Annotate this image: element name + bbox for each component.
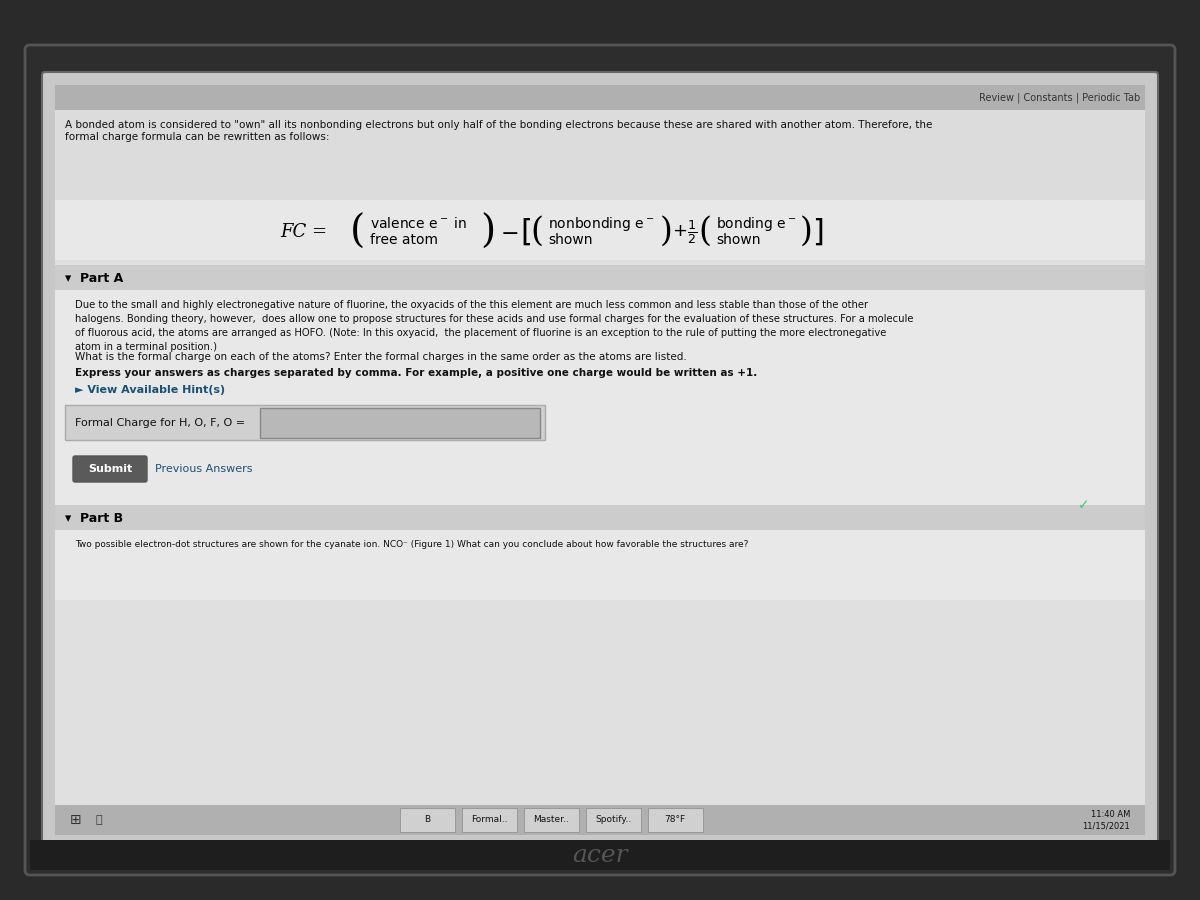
Text: Submit: Submit xyxy=(88,464,132,474)
Text: bonding e$^-$: bonding e$^-$ xyxy=(716,215,797,233)
Bar xyxy=(55,290,1145,600)
Text: Review | Constants | Periodic Tab: Review | Constants | Periodic Tab xyxy=(979,93,1140,104)
Bar xyxy=(30,840,1170,870)
FancyBboxPatch shape xyxy=(42,72,1158,848)
Bar xyxy=(648,808,703,832)
Text: Previous Answers: Previous Answers xyxy=(155,464,252,474)
Text: ): ) xyxy=(800,216,812,248)
Text: ): ) xyxy=(480,213,496,250)
Text: Formal Charge for H, O, F, O =: Formal Charge for H, O, F, O = xyxy=(74,418,245,428)
Text: FC =: FC = xyxy=(280,223,332,241)
Text: Two possible electron-dot structures are shown for the cyanate ion. NCO⁻ (Figure: Two possible electron-dot structures are… xyxy=(74,540,749,549)
Text: free atom: free atom xyxy=(370,233,438,247)
Text: valence e$^-$ in: valence e$^-$ in xyxy=(370,217,467,231)
Text: Due to the small and highly electronegative nature of fluorine, the oxyacids of : Due to the small and highly electronegat… xyxy=(74,300,868,310)
Bar xyxy=(586,808,641,832)
Text: 🔍: 🔍 xyxy=(95,815,102,825)
Text: Spotify..: Spotify.. xyxy=(595,815,631,824)
Text: $[$: $[$ xyxy=(520,217,530,248)
Text: shown: shown xyxy=(548,233,593,247)
Text: shown: shown xyxy=(716,233,761,247)
Text: $-$: $-$ xyxy=(500,222,518,242)
Text: A bonded atom is considered to "own" all its nonbonding electrons but only half : A bonded atom is considered to "own" all… xyxy=(65,120,932,141)
Text: halogens. Bonding theory, however,  does allow one to propose structures for the: halogens. Bonding theory, however, does … xyxy=(74,314,913,324)
Bar xyxy=(55,265,1145,290)
Text: 78°F: 78°F xyxy=(665,815,685,824)
Bar xyxy=(462,808,517,832)
Text: What is the formal charge on each of the atoms? Enter the formal charges in the : What is the formal charge on each of the… xyxy=(74,352,686,362)
Text: ► View Available Hint(s): ► View Available Hint(s) xyxy=(74,385,226,395)
Text: atom in a terminal position.): atom in a terminal position.) xyxy=(74,342,217,352)
Bar xyxy=(55,200,1145,260)
Bar xyxy=(524,808,580,832)
Bar xyxy=(55,110,1145,200)
FancyBboxPatch shape xyxy=(55,85,1145,835)
FancyBboxPatch shape xyxy=(25,45,1175,875)
Bar xyxy=(55,805,1145,835)
Text: ⊞: ⊞ xyxy=(70,813,82,827)
Text: ▾  Part A: ▾ Part A xyxy=(65,272,124,284)
Text: nonbonding e$^-$: nonbonding e$^-$ xyxy=(548,215,654,233)
Bar xyxy=(55,85,1145,110)
Text: (: ( xyxy=(530,216,542,248)
Text: (: ( xyxy=(698,216,710,248)
Text: $+ \frac{1}{2}$: $+ \frac{1}{2}$ xyxy=(672,218,697,246)
Text: (: ( xyxy=(350,213,365,250)
Bar xyxy=(400,808,455,832)
Text: Formal..: Formal.. xyxy=(470,815,508,824)
FancyBboxPatch shape xyxy=(73,456,148,482)
Text: of fluorous acid, the atoms are arranged as HOFO. (Note: In this oxyacid,  the p: of fluorous acid, the atoms are arranged… xyxy=(74,328,887,338)
FancyBboxPatch shape xyxy=(260,408,540,438)
Text: acer: acer xyxy=(572,843,628,867)
Text: ▾  Part B: ▾ Part B xyxy=(65,511,124,525)
Text: ✓: ✓ xyxy=(1079,498,1090,512)
Text: ): ) xyxy=(660,216,673,248)
Text: Master..: Master.. xyxy=(533,815,569,824)
Text: Express your answers as charges separated by comma. For example, a positive one : Express your answers as charges separate… xyxy=(74,368,757,378)
Bar xyxy=(55,505,1145,530)
Text: B: B xyxy=(424,815,430,824)
FancyBboxPatch shape xyxy=(65,405,545,440)
Text: 11:40 AM
11/15/2021: 11:40 AM 11/15/2021 xyxy=(1082,810,1130,831)
Text: $]$: $]$ xyxy=(812,217,823,248)
